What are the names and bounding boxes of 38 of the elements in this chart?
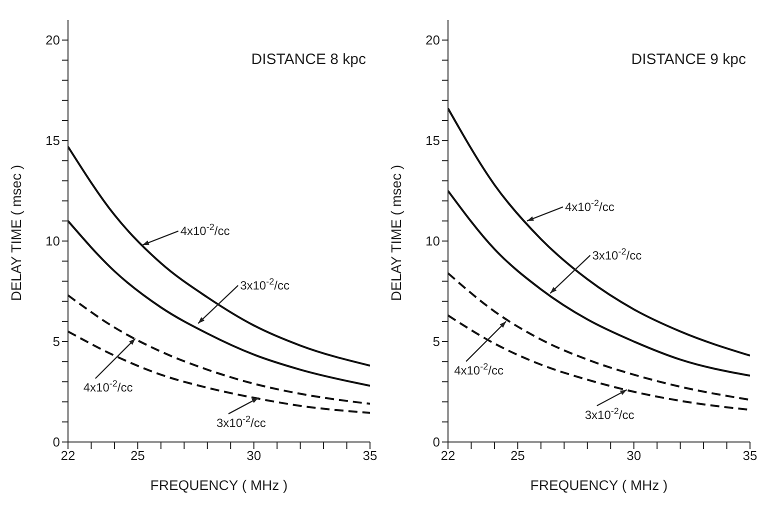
y-tick-label: 5: [432, 334, 440, 350]
y-tick-label: 15: [426, 133, 440, 148]
annotation: 4x10$^{-2}$/cc: [564, 198, 614, 214]
annotation: 3x10$^{-2}$/cc: [592, 246, 642, 262]
y-tick-label: 20: [426, 32, 440, 48]
x-tick-label: 35: [362, 448, 378, 464]
line-series: [68, 146, 370, 367]
line-series: [448, 107, 750, 357]
x-tick-label: 30: [626, 448, 642, 464]
x-axis-title: FREQUENCY ( MHz ): [530, 477, 668, 493]
text: DISTANCE 8 kpc: [251, 51, 366, 68]
annotation: 4x10$^{-2}$/cc: [83, 378, 133, 395]
annotation: 3x10$^{-2}$/cc: [216, 414, 266, 430]
line-series: [68, 294, 370, 405]
y-tick-label: 10: [426, 234, 440, 249]
y-axis-title: DELAY TIME ( msec ): [8, 164, 24, 301]
y-tick-label: 15: [46, 133, 60, 148]
x-tick-label: 25: [510, 448, 525, 464]
x-tick-label: 35: [742, 448, 758, 464]
line-series: [68, 330, 370, 414]
y-tick-label: 0: [52, 434, 60, 450]
annotation: 4x10$^{-2}$/cc: [180, 222, 230, 238]
annotation: 3x10$^{-2}$/cc: [584, 406, 634, 422]
annotation: 4x10$^{-2}$/cc: [454, 361, 504, 378]
y-tick-label: 20: [46, 32, 60, 48]
y-tick-label: 0: [432, 434, 440, 450]
line-series: [448, 272, 750, 401]
annotation: 3x10$^{-2}$/cc: [240, 276, 290, 292]
text: DISTANCE 9 kpc: [631, 51, 746, 68]
y-axis-title: DELAY TIME ( msec ): [388, 164, 404, 301]
x-tick-label: 30: [246, 448, 262, 464]
line-series: [448, 190, 750, 377]
x-tick-label: 25: [130, 448, 145, 464]
y-tick-label: 5: [52, 334, 60, 350]
x-tick-label: 22: [440, 448, 456, 464]
x-axis-title: FREQUENCY ( MHz ): [150, 477, 288, 493]
x-tick-label: 22: [60, 448, 76, 464]
y-tick-label: 10: [46, 234, 60, 249]
